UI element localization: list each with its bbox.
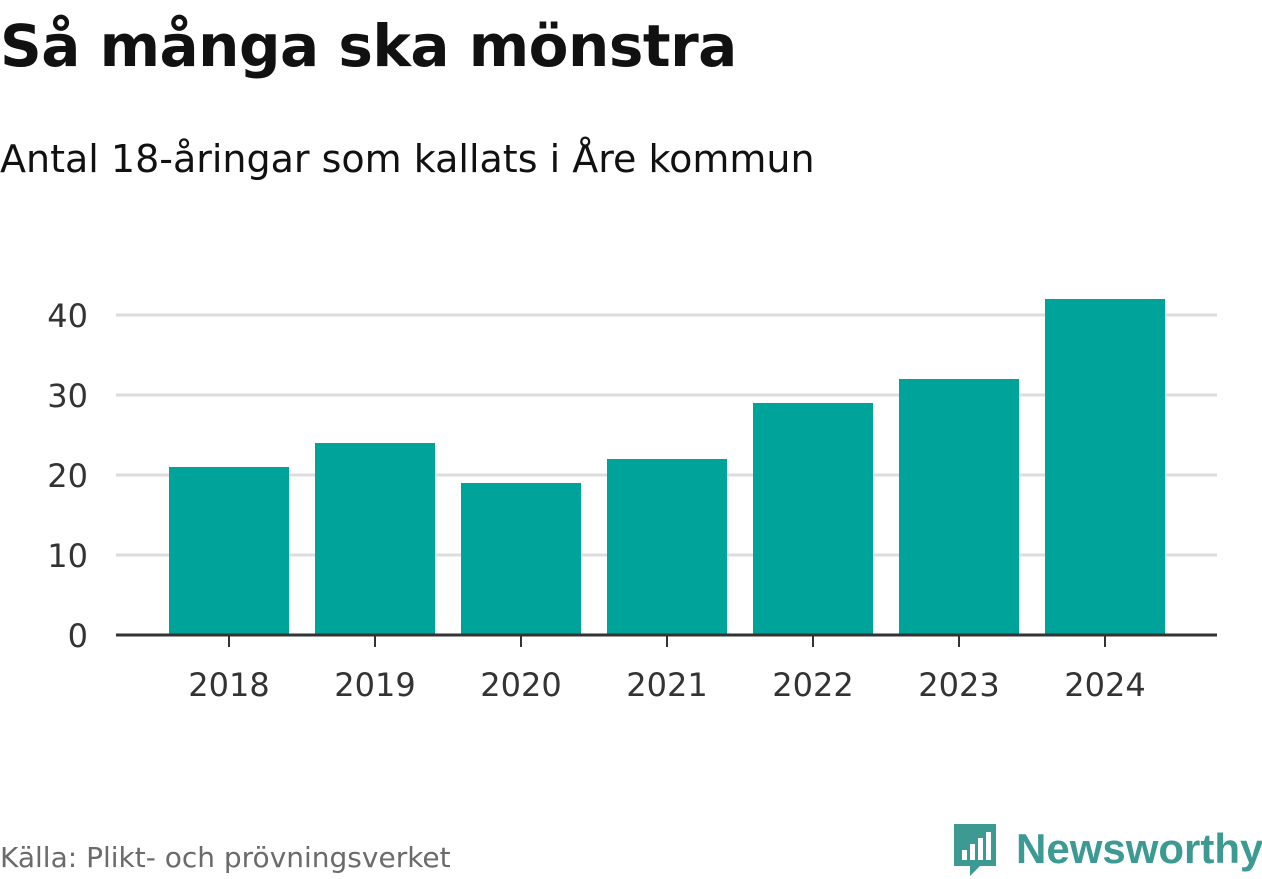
brand-logo: Newsworthy [950, 820, 1262, 878]
x-tick-label: 2018 [188, 666, 269, 704]
bar [461, 483, 581, 635]
y-tick-label: 10 [47, 537, 88, 575]
x-tick-label: 2020 [480, 666, 561, 704]
x-tick-label: 2024 [1064, 666, 1145, 704]
bar [169, 467, 289, 635]
bar [1045, 299, 1165, 635]
bar [899, 379, 1019, 635]
y-tick-label: 30 [47, 377, 88, 415]
newsworthy-logo-icon [954, 824, 996, 876]
bar [315, 443, 435, 635]
y-tick-label: 20 [47, 457, 88, 495]
x-tick-label: 2022 [772, 666, 853, 704]
source-note: Källa: Plikt- och prövningsverket [0, 841, 451, 874]
x-tick-label: 2023 [918, 666, 999, 704]
chart-title: Så många ska mönstra [0, 12, 737, 80]
y-tick-label: 0 [68, 617, 88, 655]
brand-name: Newsworthy [1016, 825, 1262, 872]
x-tick-label: 2021 [626, 666, 707, 704]
x-tick-label: 2019 [334, 666, 415, 704]
bar [607, 459, 727, 635]
y-tick-label: 40 [47, 297, 88, 335]
chart-subtitle: Antal 18-åringar som kallats i Åre kommu… [0, 137, 815, 181]
bar [753, 403, 873, 635]
